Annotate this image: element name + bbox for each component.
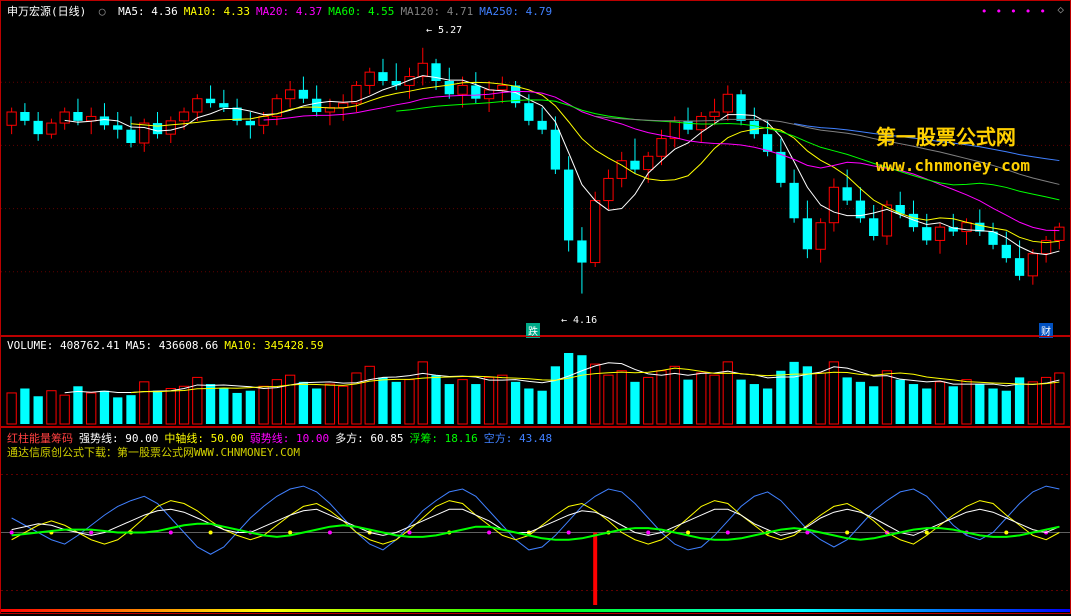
ma-header: 申万宏源(日线) ◯ MA5: 4.36MA10: 4.33MA20: 4.37… bbox=[7, 3, 564, 19]
stock-name: 申万宏源(日线) bbox=[7, 5, 86, 18]
volume-chart[interactable]: VOLUME: 408762.41MA5: 436608.66MA10: 345… bbox=[0, 336, 1071, 427]
watermark-title: 第一股票公式网 bbox=[876, 121, 1030, 150]
high-price-label: ← 5.27 bbox=[426, 25, 462, 36]
watermark-url: www.chnmoney.com bbox=[876, 156, 1030, 175]
volume-header: VOLUME: 408762.41MA5: 436608.66MA10: 345… bbox=[7, 339, 336, 352]
circle-icon: ◯ bbox=[99, 5, 106, 18]
main-candlestick-chart[interactable]: 申万宏源(日线) ◯ MA5: 4.36MA10: 4.33MA20: 4.37… bbox=[0, 0, 1071, 336]
low-price-label: ← 4.16 bbox=[561, 315, 597, 326]
indicator-subheader: 通达信原创公式下载：第一股票公式网WWW.CHNMONEY.COM bbox=[7, 444, 300, 460]
indicator-chart[interactable]: 红柱能量筹码强势线: 90.00中轴线: 50.00弱势线: 10.00多方: … bbox=[0, 427, 1071, 614]
watermark: 第一股票公式网 www.chnmoney.com bbox=[876, 121, 1030, 175]
